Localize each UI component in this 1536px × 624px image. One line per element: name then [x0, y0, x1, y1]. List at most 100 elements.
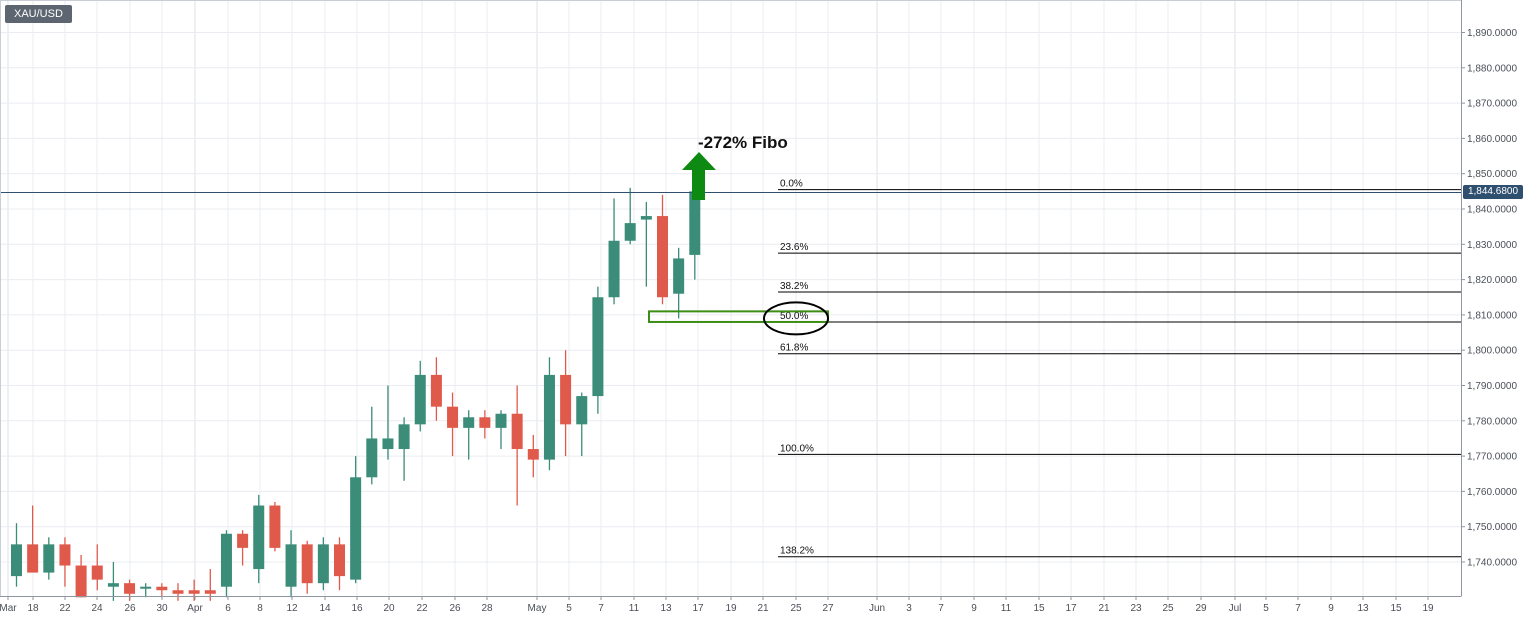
x-tick-label: 14 — [319, 603, 331, 614]
x-tick-label: 25 — [1162, 603, 1174, 614]
y-tick-label: 1,740.0000 — [1467, 558, 1517, 569]
x-tick-label: 24 — [91, 603, 103, 614]
candle-body — [576, 396, 588, 425]
candle-body — [107, 583, 119, 587]
y-tick-label: 1,850.0000 — [1467, 169, 1517, 180]
candle-body — [301, 544, 313, 584]
candle-body — [657, 216, 668, 298]
x-tick-label: 15 — [1033, 603, 1045, 614]
x-tick-label: 11 — [1001, 603, 1012, 614]
candle-body — [511, 413, 523, 450]
x-tick-label: 21 — [1098, 603, 1110, 614]
candle-body — [204, 590, 216, 594]
candle-body — [253, 505, 265, 570]
x-tick-label: 15 — [1390, 603, 1402, 614]
candles — [11, 187, 701, 601]
candle-body — [624, 223, 636, 241]
x-tick-label: 23 — [1130, 603, 1142, 614]
x-tick-label: 27 — [822, 603, 834, 614]
x-tick-label: 5 — [1263, 603, 1269, 614]
candle-body — [75, 565, 87, 598]
x-tick-label: 13 — [660, 603, 672, 614]
x-tick-label: Jun — [869, 603, 885, 614]
fib-level-label: 61.8% — [780, 343, 808, 354]
x-tick-label: 25 — [790, 603, 802, 614]
y-tick-label: 1,780.0000 — [1467, 416, 1517, 427]
x-tick-label: 3 — [906, 603, 912, 614]
fib-level-label: 138.2% — [780, 546, 814, 557]
x-tick-label: 28 — [481, 603, 493, 614]
candle-body — [543, 374, 555, 460]
candle-body — [673, 258, 685, 294]
x-tick-label: 7 — [1295, 603, 1301, 614]
candle-body — [172, 590, 184, 594]
x-tick-label: 8 — [257, 603, 263, 614]
fib-level-label: 100.0% — [780, 443, 814, 454]
candle-body — [59, 544, 71, 566]
candle-body — [140, 586, 152, 589]
candle-body — [414, 374, 426, 425]
up-arrow-icon — [682, 152, 716, 200]
x-tick-label: 9 — [971, 603, 977, 614]
y-tick-label: 1,890.0000 — [1467, 28, 1517, 39]
candle-body — [11, 544, 22, 577]
y-tick-label: 1,750.0000 — [1467, 522, 1517, 533]
x-tick-label: 11 — [629, 603, 640, 614]
candle-body — [220, 533, 232, 587]
y-tick-label: 1,830.0000 — [1467, 240, 1517, 251]
x-tick-label: May — [528, 603, 547, 614]
candle-body — [398, 424, 410, 450]
x-tick-label: 9 — [1328, 603, 1334, 614]
candle-body — [592, 297, 604, 397]
x-tick-label: 20 — [383, 603, 395, 614]
candle-body — [430, 374, 442, 407]
x-tick-label: Apr — [187, 603, 203, 614]
fib-level-label: 0.0% — [780, 179, 803, 190]
candle-body — [91, 565, 103, 580]
x-tick-label: 13 — [1357, 603, 1369, 614]
y-tick-label: 1,770.0000 — [1467, 452, 1517, 463]
y-tick-label: 1,840.0000 — [1467, 205, 1517, 216]
x-tick-label: Jul — [1229, 603, 1242, 614]
candle-body — [560, 374, 572, 425]
highlight-ellipse — [763, 301, 829, 336]
y-tick-label: 1,860.0000 — [1467, 134, 1517, 145]
candle-body — [608, 240, 620, 298]
x-tick-label: 19 — [725, 603, 737, 614]
x-tick-label: 26 — [449, 603, 461, 614]
current-price-tag: 1,844.6800 — [1463, 185, 1523, 199]
x-tick-label: 21 — [757, 603, 769, 614]
x-tick-label: 16 — [351, 603, 363, 614]
candle-body — [495, 413, 507, 428]
y-tick-label: 1,810.0000 — [1467, 310, 1517, 321]
y-tick-label: 1,880.0000 — [1467, 63, 1517, 74]
x-tick-label: Mar — [0, 603, 17, 614]
candle-body — [188, 590, 200, 594]
symbol-badge[interactable]: XAU/USD — [5, 5, 72, 23]
grid-lines — [0, 0, 1461, 596]
fib-level-label: 50.0% — [780, 311, 808, 322]
x-tick-label: 22 — [59, 603, 71, 614]
candle-body — [479, 417, 491, 428]
candle-body — [124, 583, 136, 594]
y-tick-label: 1,870.0000 — [1467, 99, 1517, 110]
x-tick-label: 17 — [1065, 603, 1077, 614]
candle-body — [317, 544, 329, 584]
candle-body — [527, 449, 539, 460]
candle-body — [27, 544, 39, 573]
x-tick-label: 30 — [156, 603, 168, 614]
fibo-annotation-text: -272% Fibo — [698, 133, 788, 152]
y-tick-label: 1,820.0000 — [1467, 275, 1517, 286]
x-tick-label: 6 — [225, 603, 231, 614]
x-tick-label: 7 — [938, 603, 944, 614]
x-tick-label: 7 — [598, 603, 604, 614]
fib-level-label: 23.6% — [780, 242, 808, 253]
candle-body — [382, 438, 394, 450]
fibonacci-retracement[interactable]: 0.0% 23.6% 38.2% 50.0% 61.8% 100.0% 138.2% — [778, 179, 1461, 558]
y-tick-label: 1,760.0000 — [1467, 487, 1517, 498]
candle-body — [156, 586, 168, 591]
candle-body — [640, 216, 652, 220]
fib-level-label: 38.2% — [780, 281, 808, 292]
